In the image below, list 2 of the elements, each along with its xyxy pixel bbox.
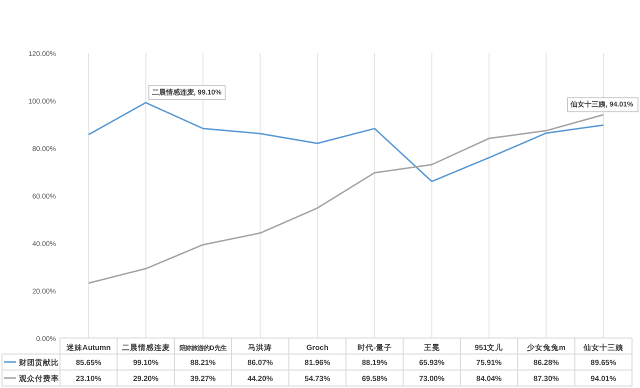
line-series <box>88 114 604 284</box>
line-series <box>88 102 604 182</box>
